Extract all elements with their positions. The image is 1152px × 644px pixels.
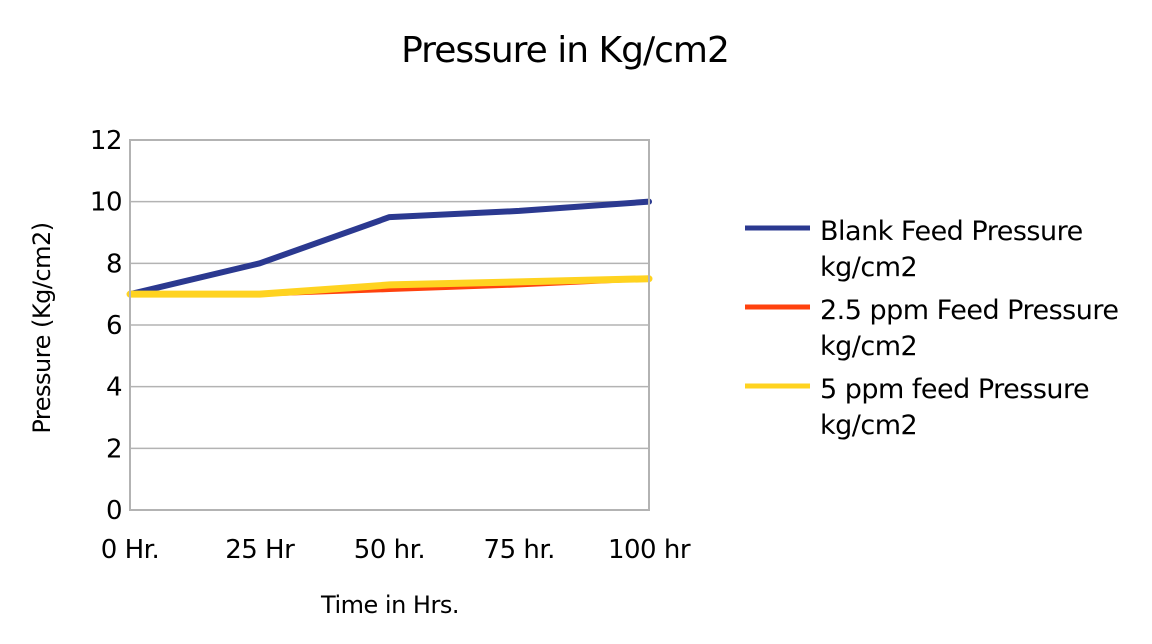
y-tick-label: 0 [106, 496, 122, 526]
plot-border [129, 139, 650, 511]
y-axis-ticks: 0 2 4 6 8 10 12 [90, 126, 123, 526]
y-axis-label: Pressure (Kg/cm2) [28, 222, 56, 433]
series-lines [126, 198, 653, 298]
y-tick-label: 2 [106, 434, 122, 464]
y-tick-label: 4 [106, 373, 122, 403]
x-tick-label: 100 hr [608, 535, 691, 565]
x-tick-label: 50 hr. [354, 535, 425, 565]
x-tick-label: 75 hr. [484, 535, 555, 565]
legend-label: 2.5 ppm Feed Pressure kg/cm2 [820, 295, 1118, 362]
y-tick-label: 8 [106, 249, 122, 279]
gridlines [130, 200, 649, 450]
legend-label: Blank Feed Pressure kg/cm2 [820, 216, 1083, 283]
x-tick-label: 0 Hr. [101, 535, 159, 565]
series-line [127, 198, 652, 298]
y-tick-label: 12 [90, 126, 122, 156]
x-axis-label: Time in Hrs. [320, 591, 459, 619]
y-tick-label: 10 [90, 188, 122, 218]
chart-title: Pressure in Kg/cm2 [401, 30, 729, 71]
legend-label-line: kg/cm2 [820, 331, 917, 362]
x-axis-ticks: 0 Hr. 25 Hr 50 hr. 75 hr. 100 hr [101, 535, 692, 565]
x-tick-label: 25 Hr [225, 535, 295, 565]
legend-label-line: 5 ppm feed Pressure [820, 374, 1089, 405]
legend-label: 5 ppm feed Pressure kg/cm2 [820, 374, 1089, 441]
legend-label-line: kg/cm2 [820, 410, 917, 441]
series-line [126, 275, 653, 298]
y-tick-label: 6 [106, 311, 122, 341]
legend-label-line: kg/cm2 [820, 252, 917, 283]
legend-label-line: 2.5 ppm Feed Pressure [820, 295, 1118, 326]
legend-label-line: Blank Feed Pressure [820, 216, 1083, 247]
